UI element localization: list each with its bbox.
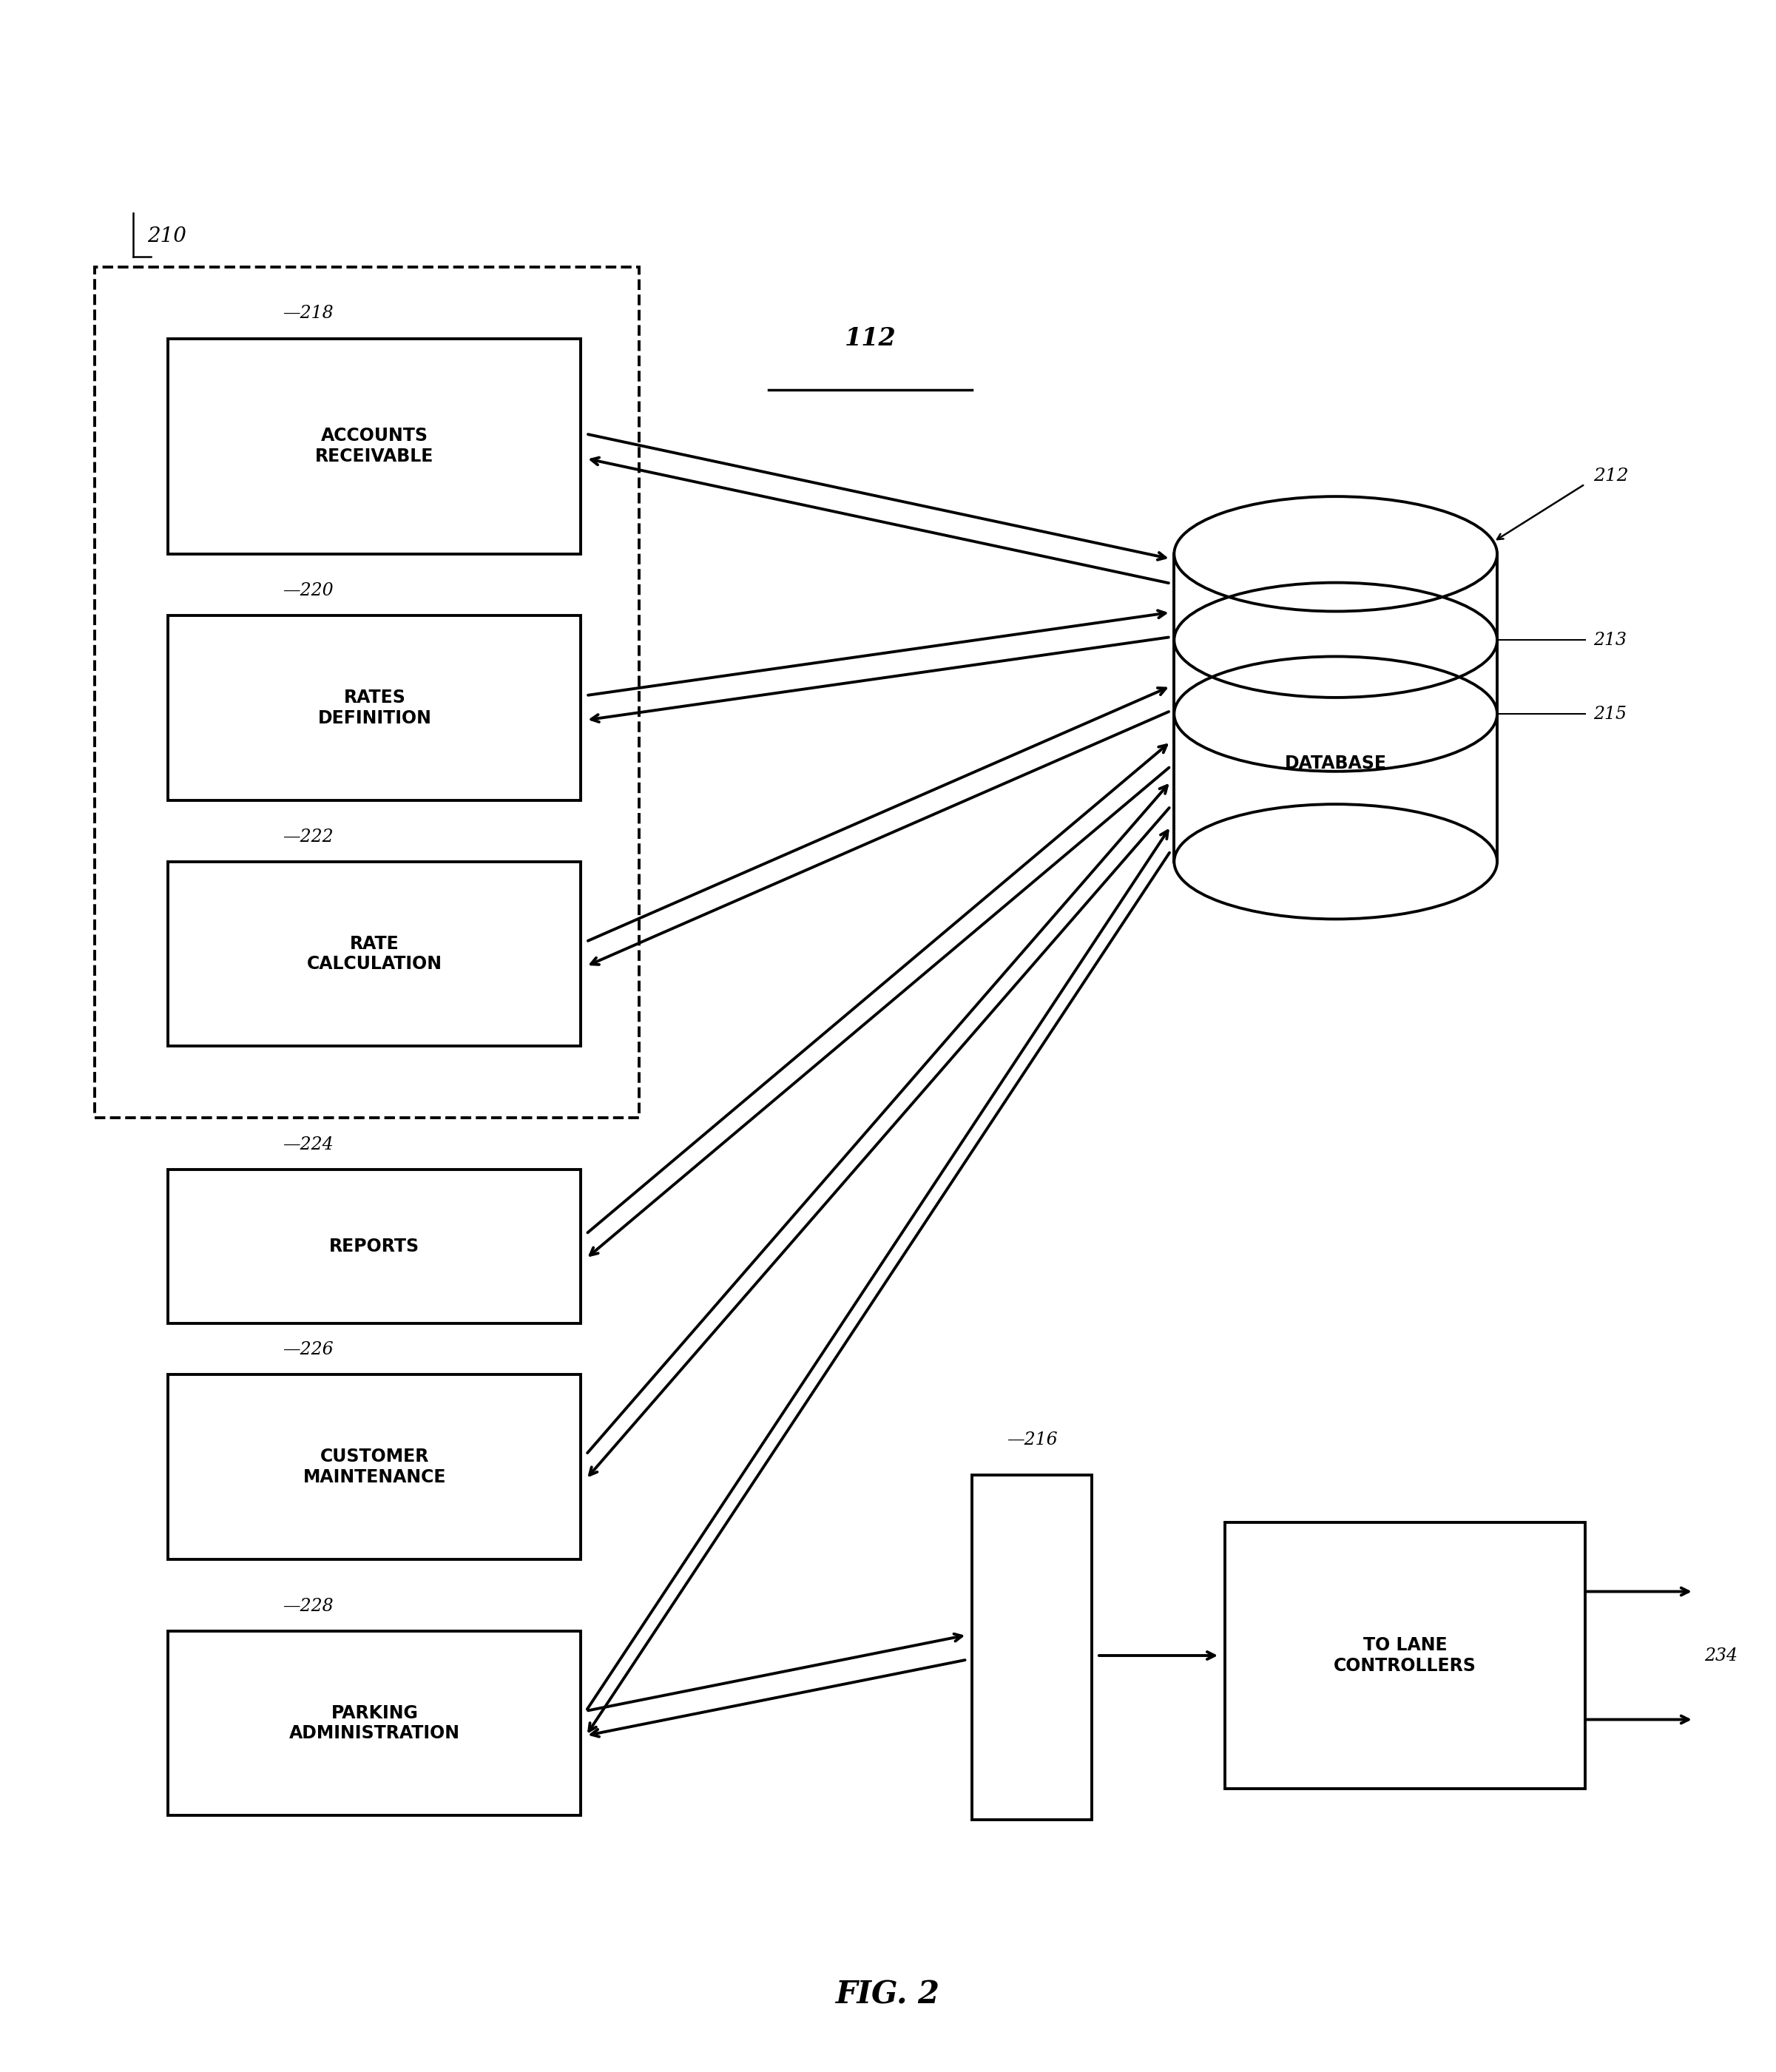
Text: 212: 212 bbox=[1593, 468, 1629, 485]
Text: —218: —218 bbox=[282, 305, 334, 321]
Text: —220: —220 bbox=[282, 582, 334, 599]
Text: TO LANE
CONTROLLERS: TO LANE CONTROLLERS bbox=[1334, 1637, 1476, 1674]
Text: CUSTOMER
MAINTENANCE: CUSTOMER MAINTENANCE bbox=[304, 1448, 446, 1486]
Text: 112: 112 bbox=[845, 325, 897, 350]
Ellipse shape bbox=[1174, 804, 1497, 920]
Text: PARKING
ADMINISTRATION: PARKING ADMINISTRATION bbox=[289, 1703, 460, 1743]
Bar bbox=[971, 1475, 1092, 1819]
Bar bbox=[94, 267, 639, 1119]
Text: RATES
DEFINITION: RATES DEFINITION bbox=[318, 688, 432, 727]
Text: —226: —226 bbox=[282, 1341, 334, 1357]
Text: REPORTS: REPORTS bbox=[329, 1237, 419, 1256]
Text: —228: —228 bbox=[282, 1598, 334, 1614]
Text: 215: 215 bbox=[1593, 704, 1627, 723]
Bar bbox=[169, 338, 581, 553]
Text: 213: 213 bbox=[1593, 632, 1627, 649]
Text: DATABASE: DATABASE bbox=[1284, 754, 1387, 773]
Bar bbox=[169, 862, 581, 1046]
Bar bbox=[169, 1169, 581, 1324]
Text: —216: —216 bbox=[1007, 1432, 1057, 1448]
Text: 234: 234 bbox=[1705, 1647, 1737, 1664]
Text: FIG. 2: FIG. 2 bbox=[836, 1979, 940, 2010]
Text: RATE
CALCULATION: RATE CALCULATION bbox=[307, 934, 442, 974]
Bar bbox=[1225, 1523, 1584, 1788]
Bar bbox=[169, 1631, 581, 1815]
Bar bbox=[169, 615, 581, 800]
Text: —224: —224 bbox=[282, 1135, 334, 1152]
Text: 210: 210 bbox=[147, 226, 186, 247]
Bar bbox=[169, 1374, 581, 1558]
Text: ACCOUNTS
RECEIVABLE: ACCOUNTS RECEIVABLE bbox=[314, 427, 433, 466]
Ellipse shape bbox=[1174, 497, 1497, 611]
Text: —222: —222 bbox=[282, 829, 334, 845]
